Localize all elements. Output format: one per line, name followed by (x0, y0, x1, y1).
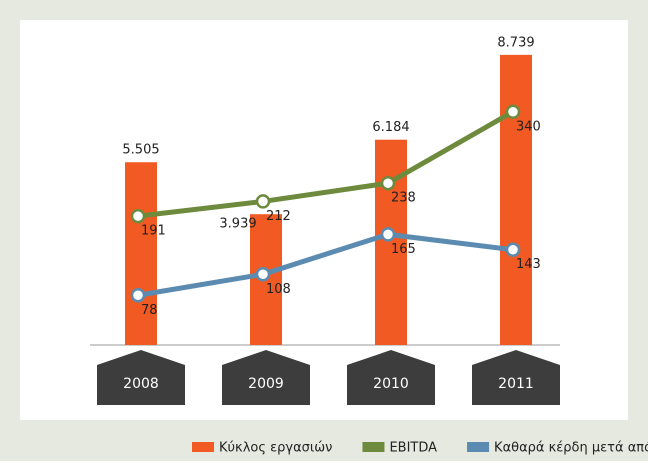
legend-swatch (467, 442, 490, 452)
value-label: 165 (391, 242, 416, 257)
value-label: 8.739 (497, 35, 534, 50)
point (130, 288, 146, 303)
bar (125, 162, 157, 345)
value-label: 78 (141, 303, 158, 318)
value-label: 6.184 (372, 120, 409, 135)
legend-swatch (362, 442, 385, 452)
point (255, 267, 271, 282)
category-box (97, 350, 185, 405)
legend-swatch (192, 442, 214, 452)
point (380, 227, 396, 242)
point (505, 104, 521, 120)
point (255, 194, 271, 209)
x-tick-label: 2008 (123, 376, 159, 392)
legend-label: Κύκλος εργασιών (219, 441, 332, 456)
legend-label: Καθαρά κέρδη μετά από φόρους (494, 441, 648, 456)
bar (500, 54, 532, 345)
value-label: 191 (141, 224, 166, 239)
category-box (222, 350, 310, 405)
line (137, 109, 515, 219)
category-box (347, 350, 435, 405)
value-label: 5.505 (122, 143, 159, 158)
line (137, 231, 514, 298)
x-tick-label: 2010 (373, 376, 409, 392)
point (380, 175, 396, 191)
value-label: 108 (266, 282, 291, 297)
value-label: 212 (266, 209, 291, 224)
category-box (472, 350, 560, 405)
legend-label: EBITDA (389, 441, 437, 456)
value-label: 3.939 (219, 217, 256, 232)
x-tick-label: 2009 (248, 376, 284, 392)
value-label: 238 (391, 191, 416, 206)
value-label: 340 (516, 119, 541, 134)
x-tick-label: 2011 (498, 376, 534, 392)
point (130, 208, 146, 224)
value-label: 143 (516, 257, 541, 272)
point (505, 242, 521, 257)
